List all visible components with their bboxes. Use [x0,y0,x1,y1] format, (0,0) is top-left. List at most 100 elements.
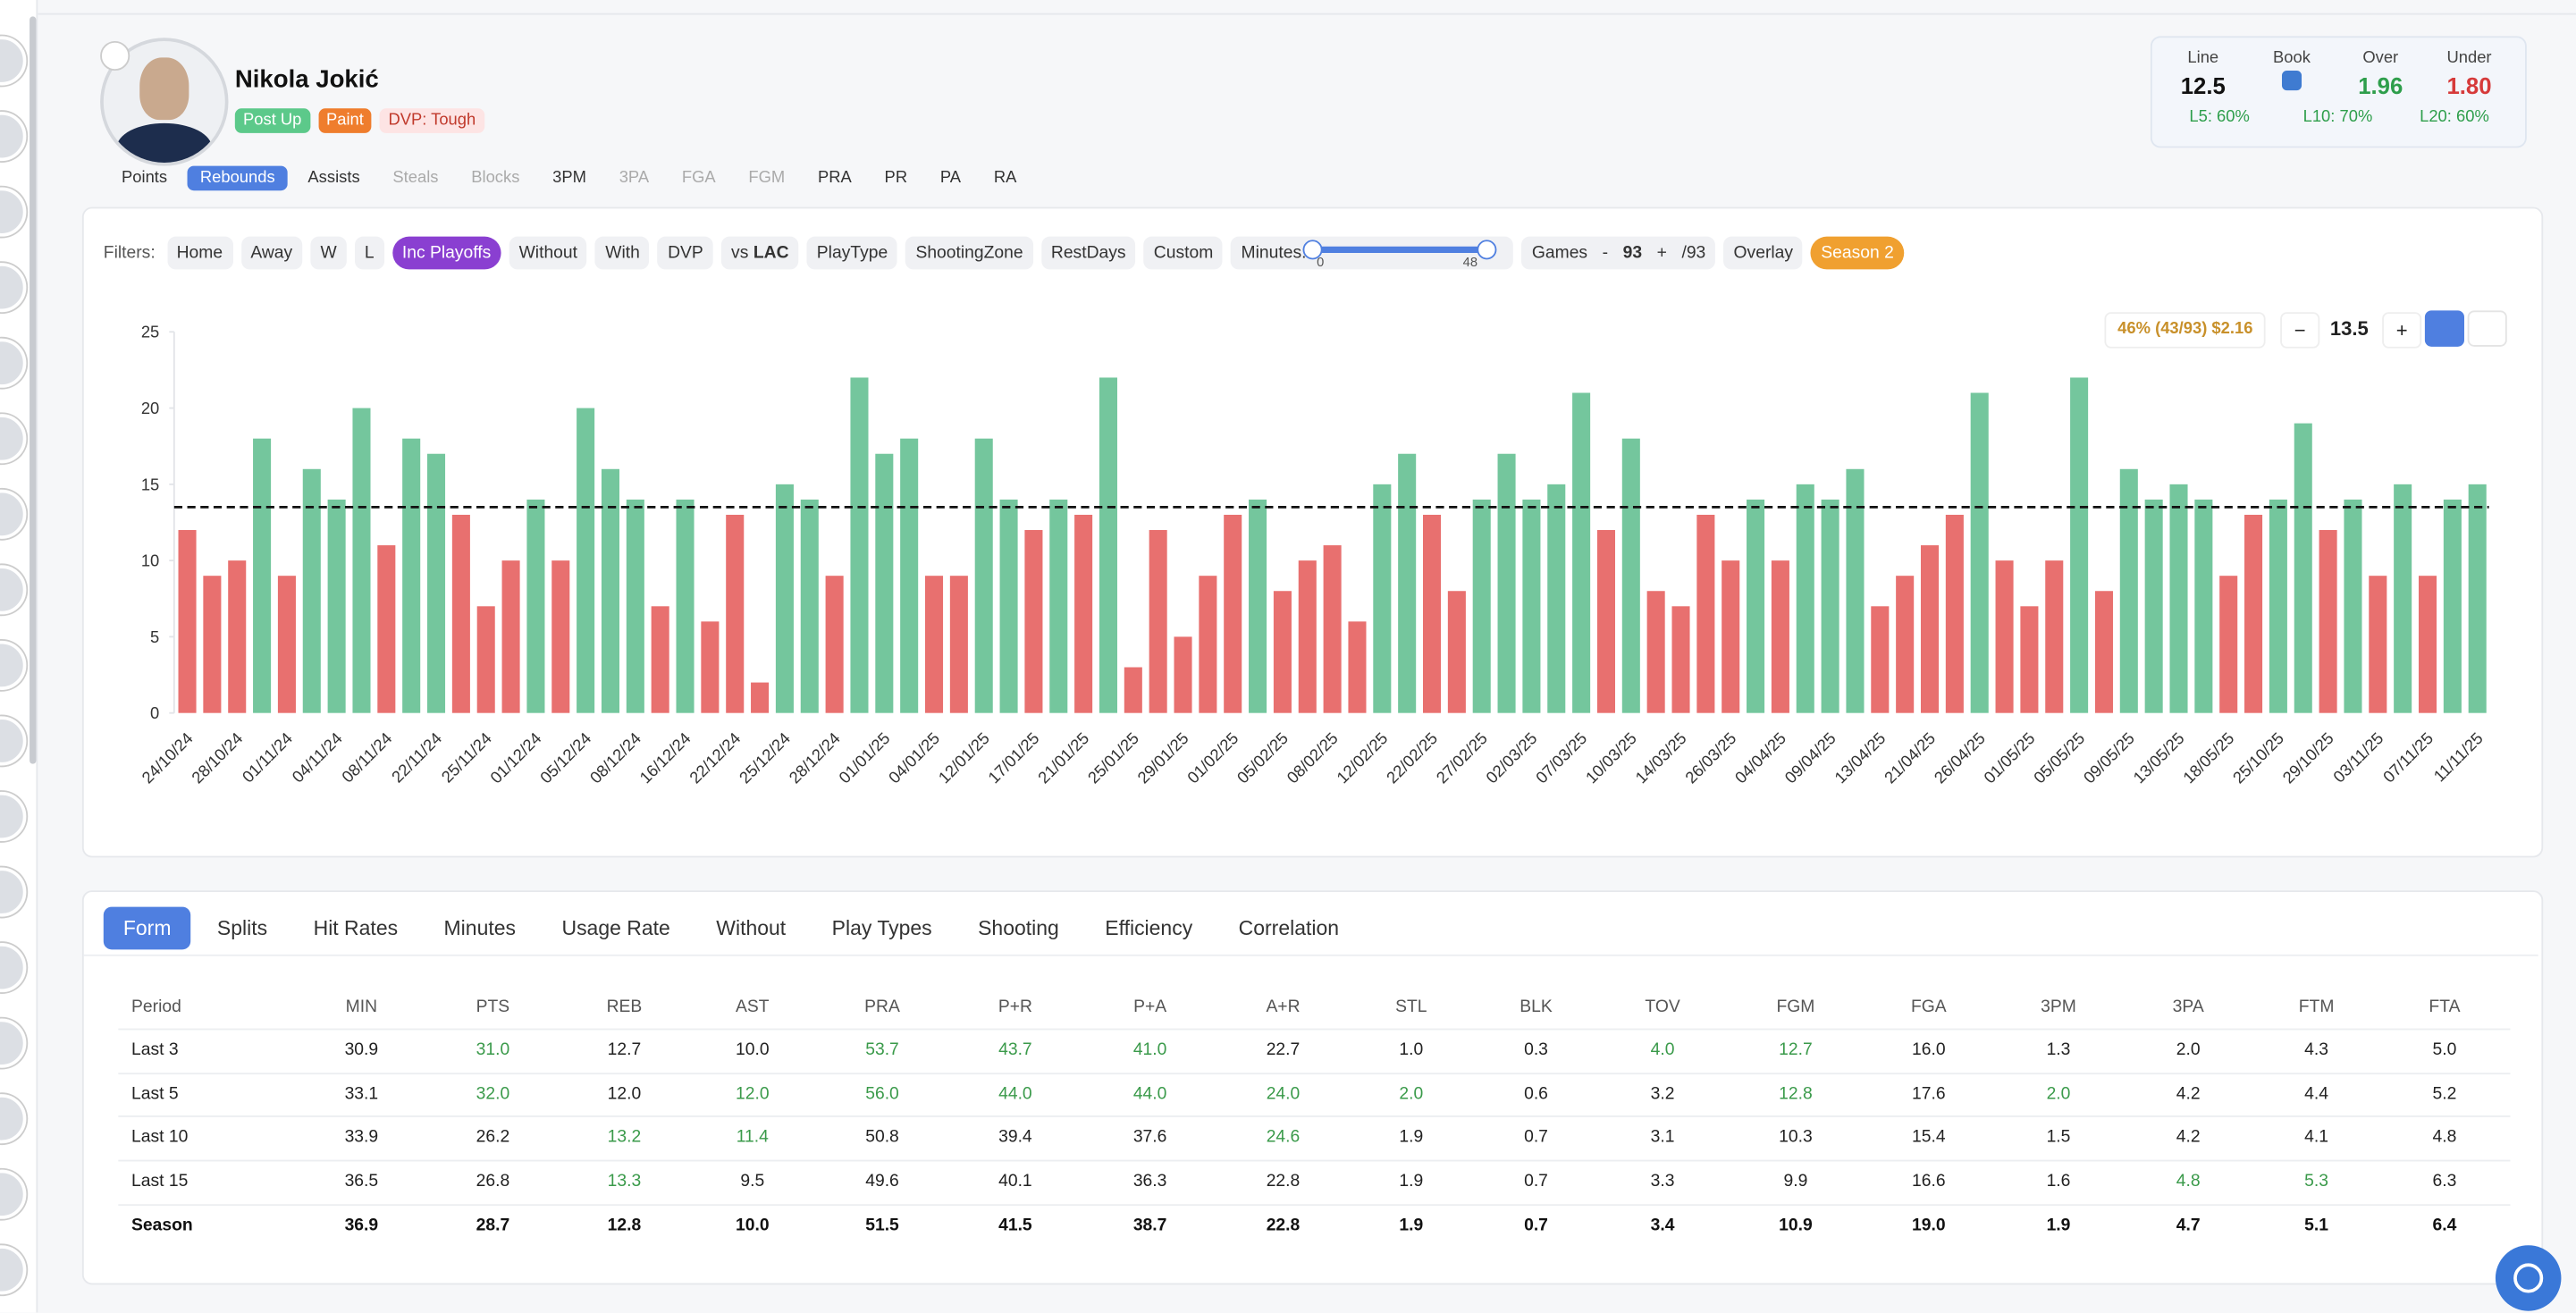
line-view-button[interactable] [2467,310,2507,347]
row-separator [118,1073,2511,1075]
tab[interactable]: Shooting [978,916,1059,940]
bar [2369,576,2387,713]
stat-cell: 19.0 [1912,1216,1946,1236]
tab[interactable]: Correlation [1238,916,1340,940]
bar [1596,530,1615,713]
filter-button[interactable]: Custom [1143,236,1224,270]
filter-button[interactable]: L [354,236,384,270]
line-plus[interactable]: + [2382,312,2422,349]
games-minus[interactable]: - [1602,243,1609,264]
player-tag: Post Up [234,108,310,133]
stat-cell: 12.8 [1779,1084,1813,1105]
stat-cell: 17.6 [1912,1084,1946,1105]
stat-cell: 24.6 [1266,1126,1301,1147]
stat-tab[interactable]: PRA [818,169,852,188]
bar [1547,484,1566,713]
stat-tab[interactable]: Points [122,169,168,188]
line-minus[interactable]: − [2280,312,2320,349]
filter-button[interactable]: Inc Playoffs [391,236,501,270]
bar [676,499,695,713]
slider-handle[interactable] [1477,240,1498,260]
tab[interactable]: Efficiency [1105,916,1193,940]
x-tick-label: 01/11/24 [239,728,296,786]
stat-tab[interactable]: Assists [307,169,360,188]
slider-track [1313,246,1485,254]
x-tick-label: 04/11/24 [288,728,345,786]
filter-button[interactable]: DVP [658,236,713,270]
x-tick-label: 11/11/25 [2429,728,2487,786]
filter-button[interactable]: With [595,236,650,270]
x-tick-label: 04/04/25 [1731,728,1789,787]
stat-cell: 0.6 [1524,1084,1548,1105]
filter-button[interactable]: Away [240,236,303,270]
bar [2020,606,2039,713]
tab[interactable]: Hit Rates [313,916,399,940]
tab[interactable]: Play Types [831,916,932,940]
stat-cell: 5.1 [2304,1216,2328,1236]
table-header: TOV [1645,997,1680,1017]
filter-button[interactable]: PlayType [806,236,898,270]
stat-tab[interactable]: PR [884,169,908,188]
filter-button[interactable]: vs LAC [721,236,799,270]
table-header: FTM [2298,997,2335,1017]
tab[interactable]: Usage Rate [561,916,670,940]
stat-tab[interactable]: PA [939,169,962,188]
filter-button[interactable]: Without [509,236,588,270]
stat-cell: 10.9 [1779,1216,1813,1236]
filter-button[interactable]: RestDays [1040,236,1136,270]
stat-tab[interactable]: RA [993,169,1017,188]
season-button[interactable]: Season 2 [1811,236,1904,270]
bar [228,560,247,713]
bar [402,438,421,713]
filter-button-label: With [605,243,640,264]
slider-handle[interactable] [1303,240,1324,260]
bar [701,621,720,713]
overlay-button[interactable]: Overlay [1723,236,1804,270]
x-tick-label: 13/04/25 [1831,728,1889,787]
bar [2119,468,2138,713]
stat-tab[interactable]: 3PA [619,169,650,188]
tab[interactable]: Form [103,906,191,950]
filter-button[interactable]: Home [166,236,233,270]
bar [1522,499,1541,713]
stat-tab[interactable]: FGA [681,169,716,188]
stat-tab[interactable]: 3PM [552,169,586,188]
bar-view-button[interactable] [2424,310,2464,347]
tab[interactable]: Splits [216,916,268,940]
bar [1747,499,1765,713]
filter-button[interactable]: W [310,236,347,270]
filters-label: Filters: [103,243,156,264]
tab[interactable]: Minutes [443,916,517,940]
filter-button[interactable]: ShootingZone [905,236,1033,270]
x-tick-label: 25/10/25 [2229,728,2287,787]
stat-cell: 28.7 [476,1216,510,1236]
x-tick-label: 07/03/25 [1532,728,1590,787]
filter-button-label: RestDays [1050,243,1126,264]
help-button[interactable] [2495,1245,2562,1311]
x-tick-label: 14/03/25 [1631,728,1689,787]
stat-tab[interactable]: FGM [748,169,786,188]
x-tick-label: 25/01/25 [1084,728,1142,787]
bar [974,438,993,713]
stat-cell: 1.9 [2046,1216,2071,1236]
y-tick-label: 5 [150,627,159,646]
hit-rate: L20: 60% [2420,108,2489,127]
hit-summary: 46% (43/93) $2.16 [2104,312,2267,349]
x-tick-label: 26/03/25 [1681,728,1739,787]
stat-tab[interactable]: Rebounds [187,165,289,191]
stat-cell: 40.1 [998,1171,1032,1191]
bar [1646,591,1665,713]
bar [377,545,396,713]
tab[interactable]: Without [716,916,787,940]
stat-cell: 4.0 [1650,1039,1675,1060]
bar [253,438,272,713]
stat-cell: 38.7 [1132,1216,1167,1236]
stat-tab[interactable]: Steals [392,169,439,188]
stat-tab[interactable]: Blocks [471,169,520,188]
games-plus[interactable]: + [1656,243,1667,264]
table-header: A+R [1266,997,1301,1017]
table-header: P+A [1133,997,1167,1017]
book-icon [2281,71,2302,91]
x-tick-label: 02/03/25 [1482,728,1540,787]
y-tick-label: 15 [141,475,159,493]
